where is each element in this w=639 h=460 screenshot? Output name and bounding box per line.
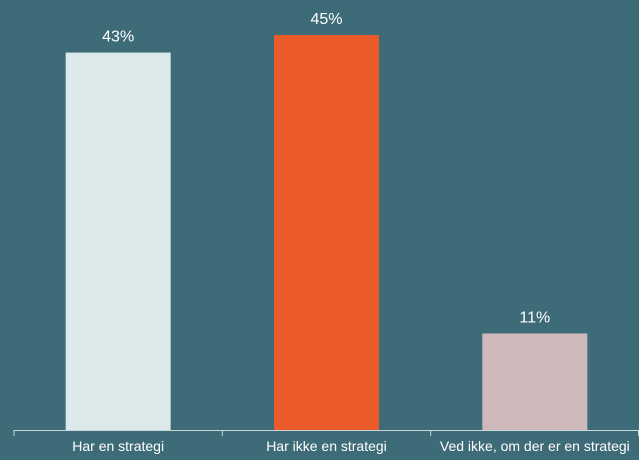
value-label-2: 45% [310,11,342,28]
category-label-1: Har en strategi [72,438,164,454]
value-label-1: 43% [102,29,134,46]
bar-2 [274,35,379,430]
value-label-3: 11% [519,309,550,326]
category-label-3: Ved ikke, om der er en strategi [440,438,630,454]
value-labels-layer: 43% 45% 11% [102,11,550,326]
bars-layer [65,35,588,431]
bar-1 [65,52,171,431]
category-label-2: Har ikke en strategi [266,438,387,454]
category-labels-layer: Har en strategi Har ikke en strategi Ved i… [72,438,630,454]
bar-3 [482,333,588,430]
